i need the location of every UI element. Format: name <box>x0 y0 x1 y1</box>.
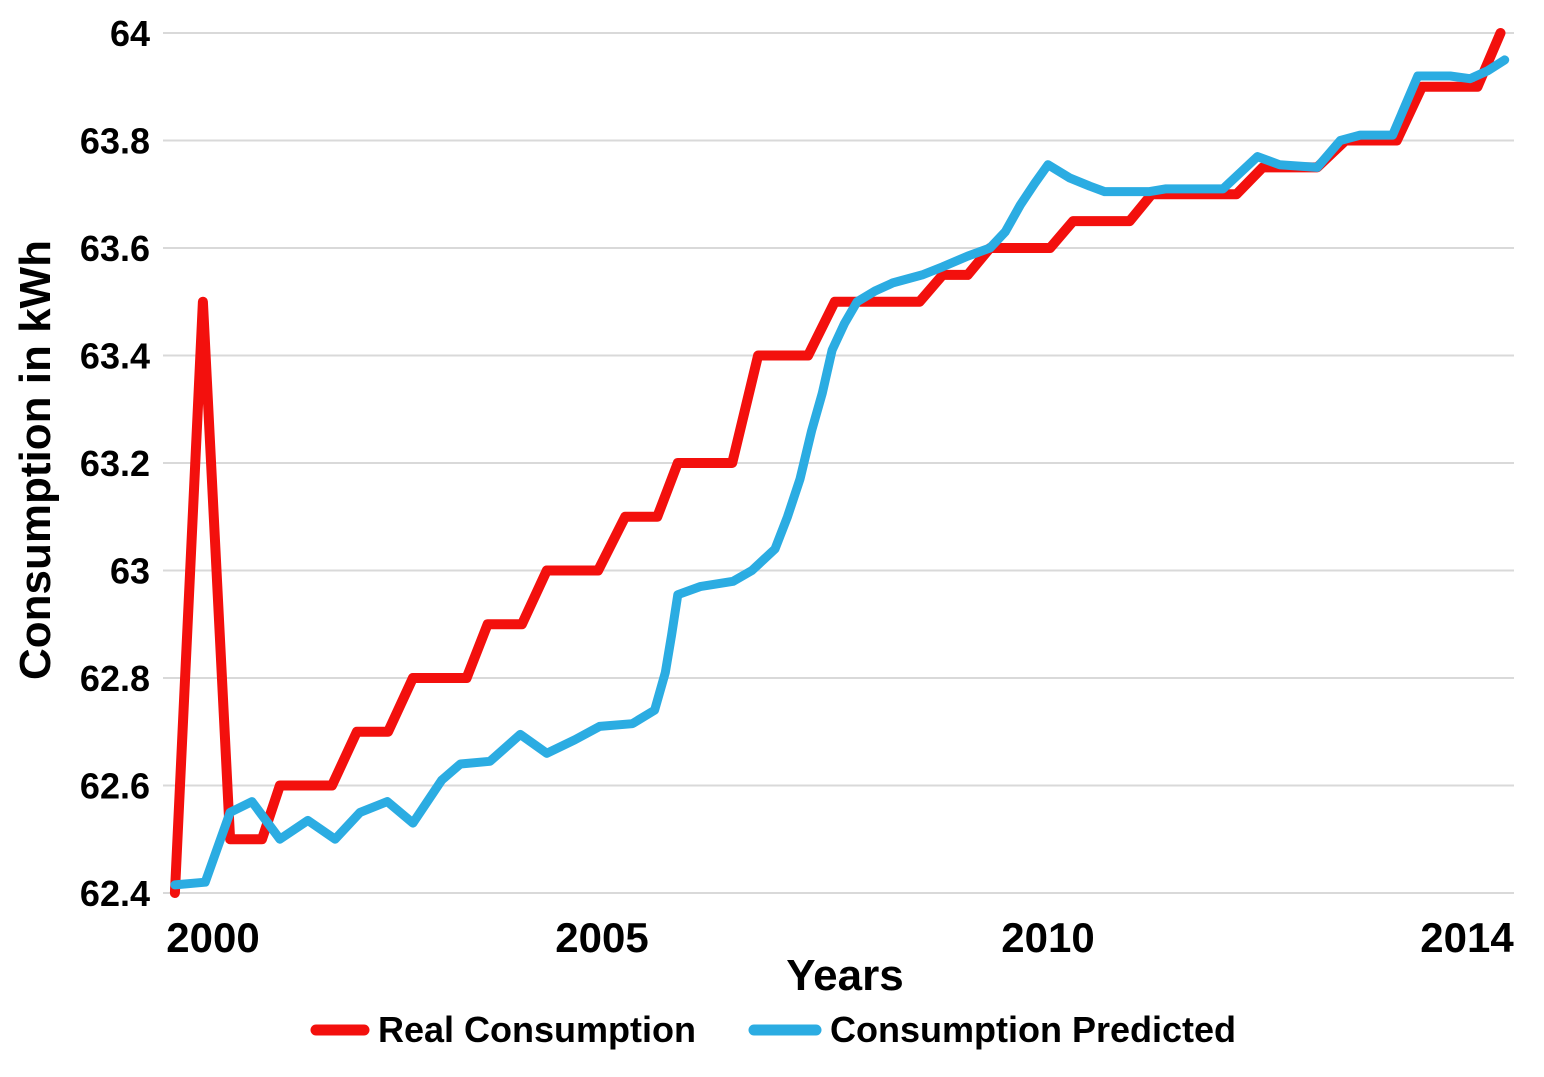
x-tick-label-2010: 2010 <box>1001 914 1094 961</box>
y-axis-tick-labels: 64 63.8 63.6 63.4 63.2 63 62.8 62.6 62.4 <box>80 13 150 914</box>
y-tick-label-63: 63 <box>110 551 150 592</box>
x-axis-tick-labels: 2000 2005 2010 2014 <box>166 914 1514 961</box>
y-tick-label-62.6: 62.6 <box>80 766 150 807</box>
series-line-consumption-predicted <box>170 55 1510 890</box>
y-tick-label-62.4: 62.4 <box>80 873 150 914</box>
y-axis-title: Consumption in kWh <box>11 240 60 680</box>
x-tick-label-2014: 2014 <box>1420 914 1514 961</box>
gridlines <box>163 32 1514 894</box>
legend-label-real-consumption: Real Consumption <box>378 1009 696 1050</box>
x-tick-label-2000: 2000 <box>166 914 259 961</box>
x-tick-label-2005: 2005 <box>555 914 648 961</box>
y-tick-label-63.8: 63.8 <box>80 121 150 162</box>
series-lines <box>169 28 1510 898</box>
legend: Real Consumption Consumption Predicted <box>310 1009 1236 1050</box>
y-tick-label-62.8: 62.8 <box>80 658 150 699</box>
y-tick-label-64: 64 <box>110 13 150 54</box>
y-tick-label-63.4: 63.4 <box>80 336 150 377</box>
series-line-real-consumption <box>169 28 1506 898</box>
x-axis-title: Years <box>786 951 903 1000</box>
legend-label-consumption-predicted: Consumption Predicted <box>830 1009 1236 1050</box>
y-tick-label-63.6: 63.6 <box>80 228 150 269</box>
y-tick-label-63.2: 63.2 <box>80 443 150 484</box>
